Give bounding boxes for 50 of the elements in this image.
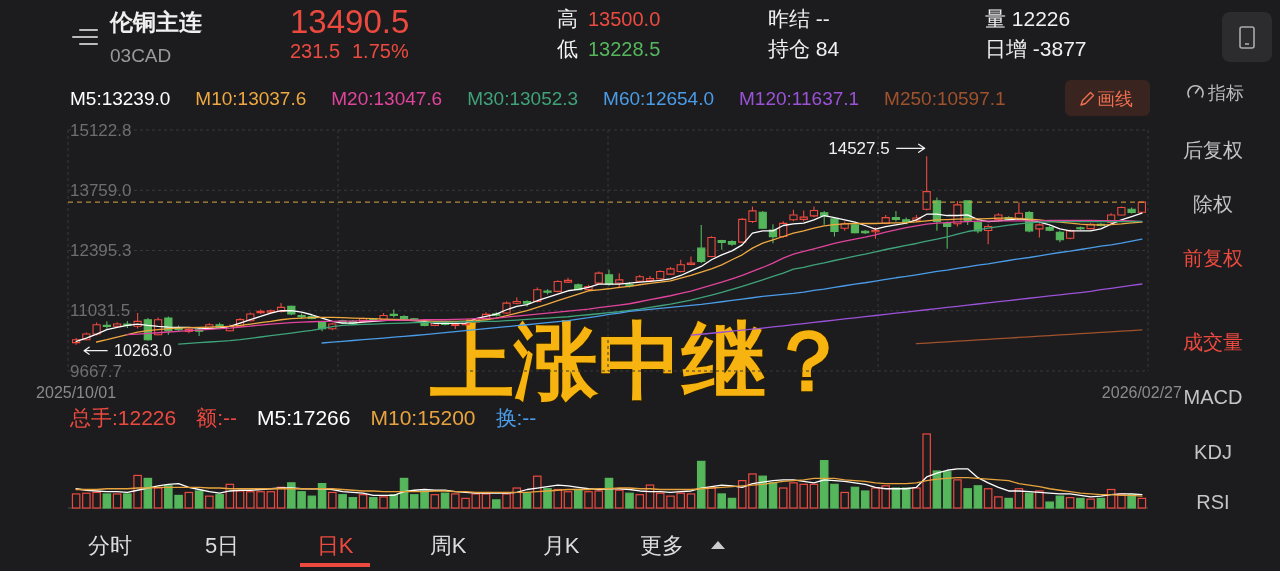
text: M10:13037.6 xyxy=(195,87,307,109)
text: 总手:12226 xyxy=(69,405,177,429)
x-tick-label: 2025/10/01 xyxy=(36,383,117,401)
text: 13500.0 xyxy=(588,8,661,30)
text: 日K xyxy=(316,533,354,558)
text: 5日 xyxy=(204,533,240,558)
y-tick-label: 9667.7 xyxy=(70,361,122,381)
text: 高 xyxy=(557,7,578,30)
y-tick-label: 13759.0 xyxy=(70,180,132,200)
annotation: 10263.0 xyxy=(114,342,173,360)
text: M60:12654.0 xyxy=(603,87,715,109)
text: RSI xyxy=(1196,491,1230,513)
text: 除权 xyxy=(1193,193,1233,215)
text: MACD xyxy=(1183,386,1243,408)
text: 周K xyxy=(429,533,467,558)
text: M10:15200 xyxy=(370,405,476,429)
text: 日增 -3877 xyxy=(985,37,1087,60)
text: 月K xyxy=(542,533,580,558)
text: 03CAD xyxy=(110,45,172,66)
text: M30:13052.3 xyxy=(467,87,579,109)
y-tick-label: 15122.8 xyxy=(70,120,132,140)
text: 后复权 xyxy=(1183,139,1243,161)
text: 伦铜主连 xyxy=(109,9,202,35)
annotation: 14527.5 xyxy=(828,138,890,158)
text: M5:13239.0 xyxy=(70,87,171,109)
text: 低 xyxy=(557,37,578,60)
text: 分时 xyxy=(88,533,132,558)
text: M250:10597.1 xyxy=(884,87,1006,109)
text: KDJ xyxy=(1194,441,1232,463)
annotation: 上涨中继？ xyxy=(430,314,850,408)
text: 画线 xyxy=(1097,89,1133,109)
text: 换:-- xyxy=(495,405,537,429)
text: 成交量 xyxy=(1183,331,1243,353)
text: 昨结 -- xyxy=(768,7,830,30)
y-tick-label: 12395.3 xyxy=(70,241,132,260)
text: M20:13047.6 xyxy=(331,87,443,109)
text: 1.75% xyxy=(352,40,409,62)
text: 更多 xyxy=(640,533,684,558)
text: M5:17266 xyxy=(257,405,351,429)
y-tick-label: 11031.5 xyxy=(70,301,131,321)
text: 指标 xyxy=(1207,83,1244,103)
text: 持仓 84 xyxy=(768,37,840,60)
text: 13228.5 xyxy=(588,38,661,60)
x-tick-label: 2026/02/27 xyxy=(1101,383,1183,401)
text: M120:11637.1 xyxy=(739,87,860,109)
text: 前复权 xyxy=(1183,247,1243,269)
text: 量 12226 xyxy=(985,7,1071,30)
text: 13490.5 xyxy=(290,3,410,40)
text: 额:-- xyxy=(196,405,238,429)
text: 231.5 xyxy=(290,40,341,62)
